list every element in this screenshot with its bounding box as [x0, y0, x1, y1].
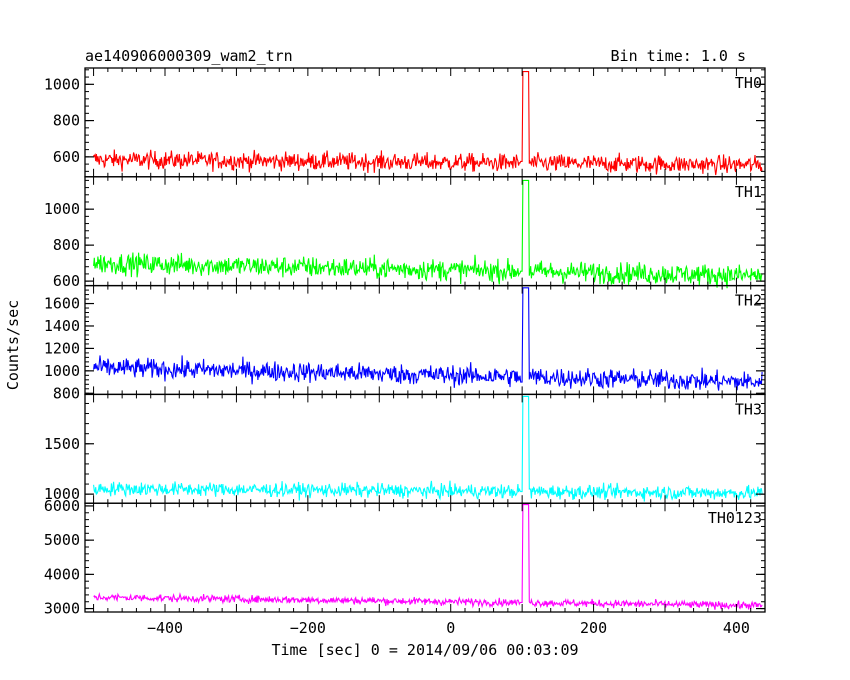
series-line-th3 — [93, 395, 763, 502]
y-tick-label: 1400 — [44, 317, 80, 335]
y-tick-label: 4000 — [44, 565, 80, 583]
panel-label: TH2 — [735, 292, 762, 310]
panel-label: TH1 — [735, 183, 762, 201]
panel-th0: TH0 600 800 1000 — [44, 67, 766, 178]
x-axis-label: Time [sec] 0 = 2014/09/06 00:03:09 — [271, 641, 578, 659]
y-tick-label: 600 — [53, 148, 80, 166]
panels-group: TH0 600 800 1000 TH1 600 800 1000 TH2 800 1000 1200… — [44, 67, 766, 637]
panel-th3: TH3 1000 1500 — [44, 393, 766, 504]
y-tick-label: 600 — [53, 272, 80, 290]
panel-frame — [84, 502, 766, 613]
bin-time-label: Bin time: 1.0 s — [611, 47, 746, 65]
y-tick-label: 3000 — [44, 600, 80, 618]
y-tick-label: 800 — [53, 384, 80, 402]
series-line-th0123 — [93, 504, 763, 610]
y-tick-label: 800 — [53, 112, 80, 130]
panel-frame — [84, 393, 766, 504]
y-tick-label: 1600 — [44, 295, 80, 313]
panel-th2: TH2 800 1000 1200 1400 1600 — [44, 284, 766, 402]
series-line-th0 — [93, 71, 763, 176]
x-tick-label: 400 — [723, 619, 750, 637]
y-tick-label: 6000 — [44, 497, 80, 515]
panel-label: TH0 — [735, 74, 762, 92]
x-tick-label: 0 — [446, 619, 455, 637]
y-tick-label: 1200 — [44, 339, 80, 357]
y-tick-label: 1000 — [44, 75, 80, 93]
x-tick-label: −200 — [290, 619, 326, 637]
y-tick-label: 1000 — [44, 485, 80, 503]
y-tick-label: 1500 — [44, 435, 80, 453]
panel-label: TH0123 — [708, 509, 762, 527]
chart-title: ae140906000309_wam2_trn — [85, 47, 293, 65]
panel-th0123: TH0123 3000 4000 5000 6000 — [44, 497, 766, 618]
y-tick-label: 1000 — [44, 200, 80, 218]
y-tick-label: 5000 — [44, 531, 80, 549]
y-tick-label: 800 — [53, 236, 80, 254]
panel-th1: TH1 600 800 1000 — [44, 176, 766, 290]
x-tick-label: −400 — [147, 619, 183, 637]
series-line-th1 — [93, 179, 763, 289]
y-axis-label: Counts/sec — [4, 300, 22, 390]
series-line-th2 — [93, 287, 763, 391]
x-tick-label: 200 — [580, 619, 607, 637]
panel-label: TH3 — [735, 400, 762, 418]
y-tick-label: 1000 — [44, 362, 80, 380]
